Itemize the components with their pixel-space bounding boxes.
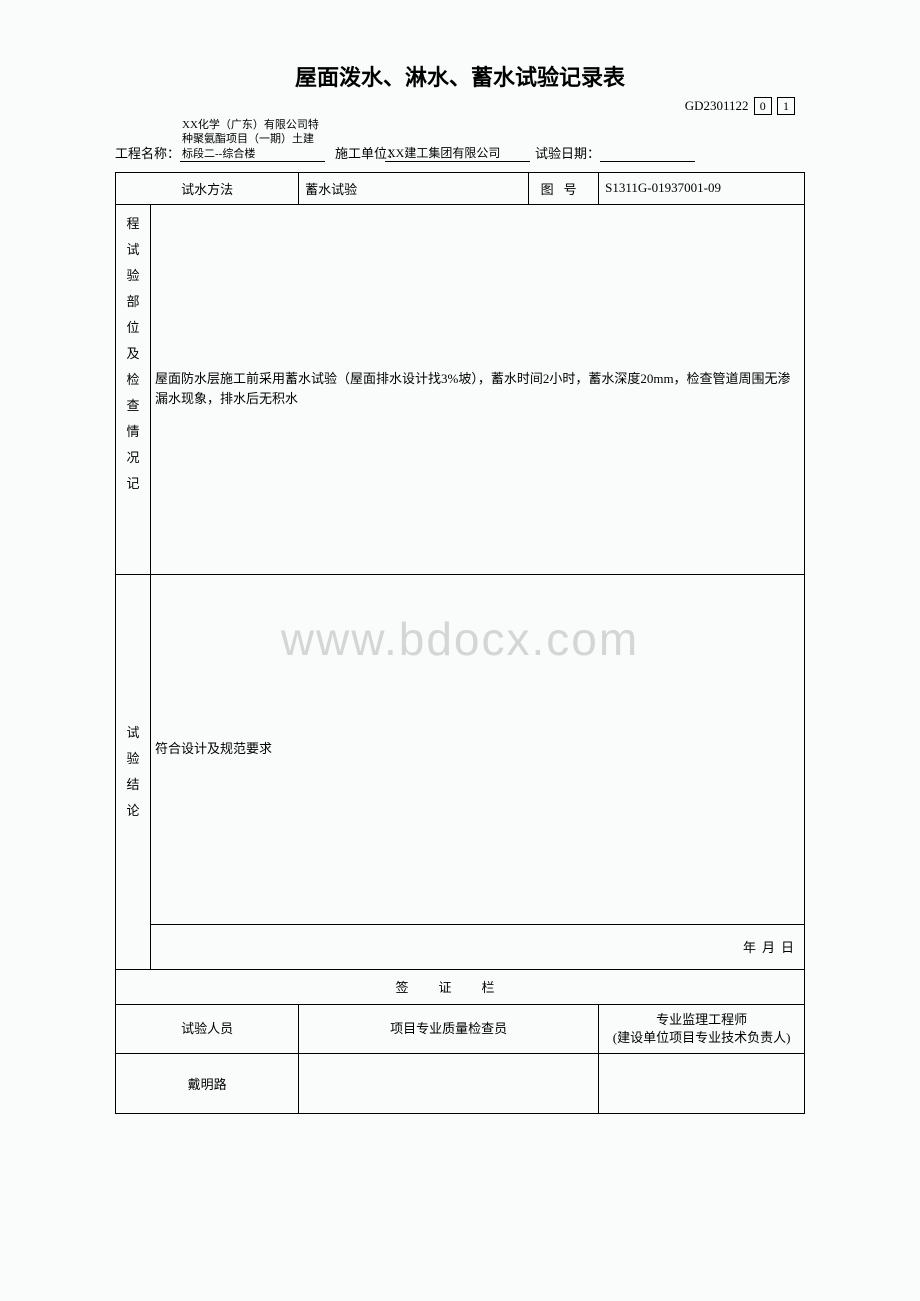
sign-col-3-label-line2: (建设单位项目专业技术负责人) [613, 1030, 791, 1045]
form-code-box-2: 1 [777, 97, 795, 115]
sign-col-3-label-line1: 专业监理工程师 [656, 1012, 747, 1027]
page-title: 屋面泼水、淋水、蓄水试验记录表 [115, 60, 805, 92]
sign-values-row: 戴明路 [116, 1054, 805, 1114]
sign-col-3-value [599, 1054, 805, 1114]
inspection-label: 工程试验部位及检查情况记 [116, 204, 151, 574]
sign-header-row: 签证栏 [116, 969, 805, 1004]
form-code-prefix: GD2301122 [685, 98, 749, 113]
form-code-box-1: 0 [754, 97, 772, 115]
sign-col-2-value [299, 1054, 599, 1114]
test-date-value [600, 161, 695, 162]
construction-unit-value: XX建工集团有限公司 [385, 144, 530, 162]
test-method-label: 试水方法 [116, 172, 299, 204]
construction-unit-label: 施工单位： [335, 146, 385, 162]
test-method-row: 试水方法 蓄水试验 图号 S1311G-01937001-09 [116, 172, 805, 204]
test-method-value: 蓄水试验 [299, 172, 529, 204]
inspection-body: 屋面防水层施工前采用蓄水试验（屋面排水设计找3%坡），蓄水时间2小时，蓄水深度2… [151, 204, 805, 574]
project-name-label: 工程名称： [115, 143, 180, 162]
conclusion-row: 试验结论 符合设计及规范要求 [116, 574, 805, 924]
figure-number-label: 图号 [529, 172, 599, 204]
sign-header: 签证栏 [116, 969, 805, 1004]
construction-unit-field: 施工单位： XX建工集团有限公司 [335, 144, 530, 162]
sign-col-3-label: 专业监理工程师 (建设单位项目专业技术负责人) [599, 1004, 805, 1053]
date-text: 年月日 [151, 924, 805, 969]
sign-col-1-label: 试验人员 [116, 1004, 299, 1053]
conclusion-label: 试验结论 [116, 574, 151, 969]
project-name-field: 工程名称： XX化学（广东）有限公司特种聚氨酯项目（一期）土建标段二--综合楼 [115, 118, 325, 162]
project-name-value: XX化学（广东）有限公司特种聚氨酯项目（一期）土建标段二--综合楼 [180, 118, 325, 162]
test-date-label: 试验日期： [535, 143, 600, 162]
figure-number-value: S1311G-01937001-09 [599, 172, 805, 204]
main-table: 试水方法 蓄水试验 图号 S1311G-01937001-09 工程试验部位及检… [115, 172, 805, 1114]
sign-col-2-label: 项目专业质量检查员 [299, 1004, 599, 1053]
conclusion-body: 符合设计及规范要求 [151, 574, 805, 924]
form-code-row: GD2301122 0 1 [115, 97, 805, 115]
sign-labels-row: 试验人员 项目专业质量检查员 专业监理工程师 (建设单位项目专业技术负责人) [116, 1004, 805, 1053]
inspection-row: 工程试验部位及检查情况记 屋面防水层施工前采用蓄水试验（屋面排水设计找3%坡），… [116, 204, 805, 574]
header-row: 工程名称： XX化学（广东）有限公司特种聚氨酯项目（一期）土建标段二--综合楼 … [115, 118, 805, 162]
date-row: 年月日 [116, 924, 805, 969]
test-date-field: 试验日期： [535, 143, 695, 162]
sign-col-1-value: 戴明路 [116, 1054, 299, 1114]
